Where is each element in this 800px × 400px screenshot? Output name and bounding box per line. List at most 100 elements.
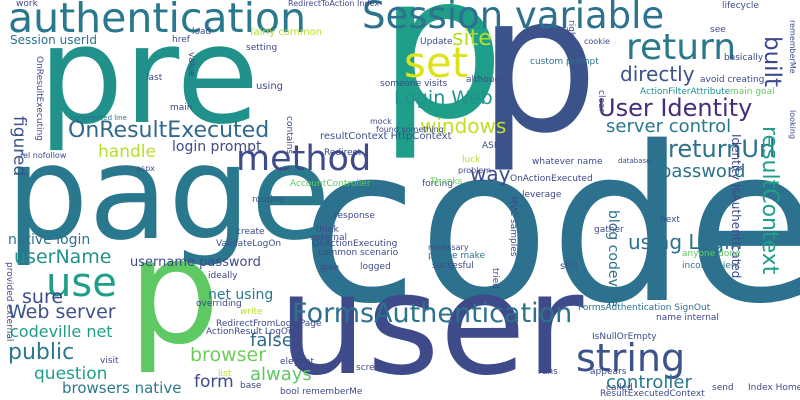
cloud-word: ResultExecutedContext — [600, 389, 705, 399]
cloud-word: necessary — [428, 243, 469, 252]
cloud-word: last — [146, 73, 163, 83]
cloud-word: Thanks — [430, 177, 463, 187]
cloud-word: method — [236, 139, 372, 179]
cloud-word: OnActionExecuted — [510, 174, 593, 184]
cloud-word: handle — [98, 142, 156, 162]
cloud-word: Web server — [8, 301, 116, 323]
cloud-word: clear — [596, 90, 606, 113]
cloud-word: elegant — [280, 357, 315, 367]
cloud-word: main — [170, 103, 193, 113]
cloud-word: aspx — [136, 164, 155, 173]
cloud-word: returnUrl — [668, 135, 776, 163]
cloud-word: send — [712, 383, 734, 393]
cloud-word: User Identity — [598, 94, 753, 122]
cloud-word: inconvenient — [682, 261, 741, 271]
cloud-word: screen — [356, 363, 386, 373]
cloud-word: please make — [428, 251, 486, 261]
cloud-word: blog codeville — [605, 210, 621, 308]
cloud-word: controller — [606, 372, 692, 393]
cloud-word: codeville net — [10, 322, 113, 341]
cloud-word: found something — [376, 125, 444, 134]
cloud-word: setting — [246, 43, 278, 53]
cloud-word: basically — [724, 53, 764, 63]
cloud-word: Redirect — [324, 148, 362, 158]
cloud-word: href — [172, 35, 190, 45]
cloud-word: ASP — [482, 141, 500, 151]
cloud-word: bool rememberMe — [280, 387, 363, 397]
cloud-word: question — [34, 364, 108, 384]
cloud-word: looking — [788, 110, 797, 140]
cloud-word: Identity IsAuthenticated — [729, 134, 743, 279]
cloud-word: authentication — [8, 0, 307, 42]
cloud-word: Login Web — [394, 87, 493, 109]
cloud-word: directly — [620, 62, 695, 86]
cloud-word: work — [16, 0, 38, 9]
cloud-word: logged — [360, 262, 391, 272]
cloud-word: see — [710, 25, 726, 35]
cloud-word: user — [278, 244, 584, 400]
cloud-word: page — [6, 117, 331, 269]
cloud-word: anyone done — [682, 249, 741, 259]
cloud-word: sure — [22, 286, 64, 308]
cloud-word: using — [256, 81, 284, 92]
cloud-word: way — [470, 162, 511, 186]
cloud-word: contains — [284, 116, 294, 155]
cloud-word: OnResultExecuted — [68, 118, 270, 143]
cloud-word: response — [334, 211, 375, 221]
cloud-word: form — [194, 372, 234, 392]
cloud-word: IsNullOrEmpty — [592, 332, 657, 342]
cloud-word: provided external — [4, 262, 14, 342]
cloud-word: gather — [594, 225, 624, 235]
cloud-word: custom prompt — [530, 57, 599, 67]
cloud-word: public — [8, 340, 75, 365]
cloud-word: login prompt — [172, 139, 262, 155]
cloud-word: called — [606, 383, 633, 393]
cloud-word: site — [452, 26, 492, 51]
cloud-word: ActionFilterAttribute — [640, 87, 731, 97]
cloud-word: set — [404, 38, 469, 87]
cloud-word: right — [566, 20, 576, 42]
cloud-word: forcing — [422, 179, 454, 189]
cloud-word: RedirectToAction Index — [288, 0, 380, 8]
cloud-word: return — [626, 27, 737, 68]
cloud-word: windows — [420, 114, 507, 138]
cloud-word: rel nofollow — [20, 151, 67, 160]
cloud-word: native login — [8, 232, 91, 248]
cloud-word: ideally — [208, 271, 238, 281]
cloud-word: Update — [420, 37, 453, 47]
cloud-word: password — [660, 161, 746, 182]
cloud-word: cookie — [584, 37, 610, 46]
cloud-word: lifecycle — [722, 1, 759, 11]
cloud-word: OnResultExecuting — [34, 56, 44, 141]
cloud-word: succesful — [432, 261, 474, 271]
cloud-word: p — [378, 0, 505, 164]
cloud-word: routine — [252, 195, 284, 205]
cloud-word: base — [240, 381, 262, 391]
cloud-word: userName — [14, 246, 112, 268]
cloud-word: using Login — [628, 230, 743, 254]
cloud-word: fairly common — [250, 27, 322, 38]
cloud-word: main goal — [730, 87, 775, 97]
cloud-word: problem — [458, 166, 492, 175]
cloud-word: database — [618, 157, 651, 165]
cloud-word: RedirectFromLoginPage — [216, 319, 322, 329]
cloud-word: value — [186, 52, 196, 77]
cloud-word: appears — [590, 367, 627, 377]
cloud-word: luck — [462, 155, 481, 165]
cloud-word: Session variable — [362, 0, 665, 37]
cloud-word: write — [240, 307, 263, 317]
cloud-word: browsers native — [62, 379, 182, 397]
cloud-word: leverage — [522, 190, 562, 200]
cloud-word: runs — [538, 367, 558, 377]
cloud-word: although — [466, 75, 506, 85]
cloud-word: Index Home — [748, 383, 800, 393]
cloud-word: FormsAuthentication SignOut — [578, 303, 711, 313]
cloud-word: think — [316, 225, 339, 235]
cloud-word: p — [128, 208, 221, 377]
cloud-word: mock — [370, 117, 392, 126]
cloud-word: someone visits — [380, 79, 448, 89]
cloud-word: code — [300, 100, 800, 351]
cloud-word: create — [236, 227, 265, 237]
cloud-word: load — [192, 27, 212, 37]
cloud-word: avoid creating — [700, 75, 765, 85]
